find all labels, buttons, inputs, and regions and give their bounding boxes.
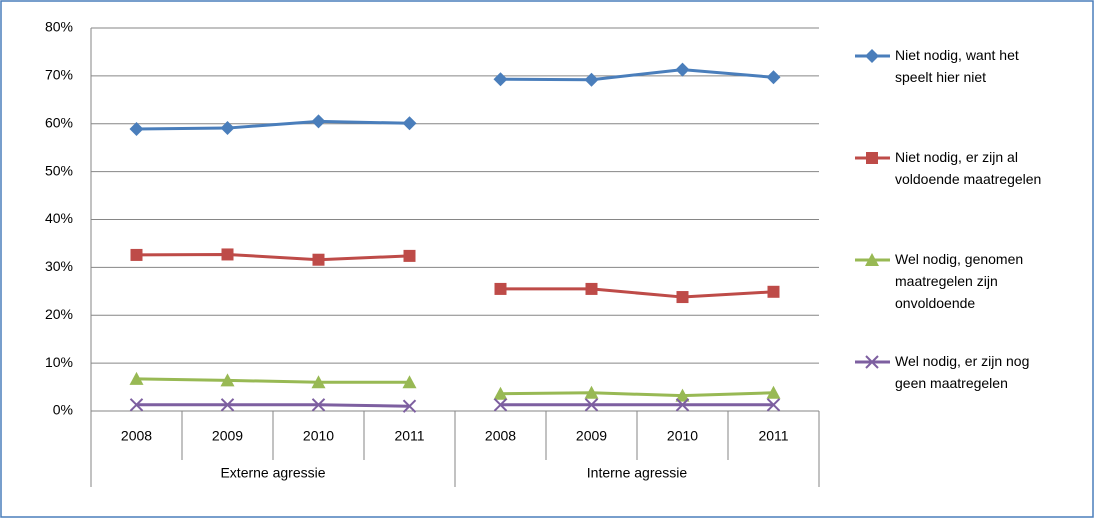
x-tick-label: 2010 (667, 428, 698, 444)
data-point (494, 282, 507, 295)
y-tick-label: 60% (45, 114, 73, 130)
data-point (311, 114, 326, 129)
data-point (493, 72, 508, 87)
x-tick-label: 2008 (485, 428, 516, 444)
data-point (220, 398, 235, 412)
y-tick-label: 30% (45, 258, 73, 274)
series-line (136, 377, 410, 384)
data-point (493, 386, 508, 400)
series-line (500, 68, 774, 82)
data-point (766, 385, 781, 399)
data-point (584, 398, 599, 412)
data-point (584, 385, 599, 399)
data-point (493, 398, 508, 412)
legend-marker (865, 355, 879, 369)
x-tick-label: 2010 (303, 428, 334, 444)
series-line (500, 391, 774, 398)
x-tick-label: 2011 (394, 428, 424, 444)
data-point (584, 72, 599, 87)
series-line (136, 252, 410, 262)
data-point (675, 398, 690, 412)
data-point (312, 253, 325, 266)
data-point (675, 388, 690, 402)
y-tick-label: 10% (45, 354, 73, 370)
legend-label: Niet nodig, er zijn al voldoende maatrege… (895, 149, 1041, 187)
data-point (766, 70, 781, 85)
data-point (220, 373, 235, 387)
data-point (766, 398, 781, 412)
data-point (676, 291, 689, 304)
legend-marker (865, 49, 879, 63)
y-tick-label: 80% (45, 19, 73, 35)
y-tick-label: 70% (45, 67, 73, 83)
data-point (675, 62, 690, 77)
legend-label: Wel nodig, er zijn nog geen maatregelen (895, 353, 1029, 391)
y-tick-label: 50% (45, 162, 73, 178)
legend-marker (866, 152, 878, 164)
series-line (136, 403, 410, 408)
x-tick-label: 2009 (576, 428, 607, 444)
data-point (585, 282, 598, 295)
group-label: Interne agressie (587, 465, 688, 481)
data-point (767, 285, 780, 298)
data-point (130, 248, 143, 261)
x-tick-label: 2011 (758, 428, 788, 444)
legend-marker (865, 253, 879, 266)
y-tick-label: 40% (45, 210, 73, 226)
data-point (402, 375, 417, 389)
data-point (403, 249, 416, 262)
data-point (311, 375, 326, 389)
y-tick-label: 20% (45, 306, 73, 322)
x-tick-label: 2009 (212, 428, 243, 444)
x-tick-label: 2008 (121, 428, 152, 444)
data-point (129, 398, 144, 412)
data-point (129, 122, 144, 137)
data-point (402, 116, 417, 131)
data-point (220, 121, 235, 136)
legend-label: Niet nodig, want het speelt hier niet (895, 47, 1019, 85)
data-point (311, 398, 326, 412)
series-line (136, 119, 410, 131)
legend-label: Wel nodig, genomen maatregelen zijn onvold… (895, 251, 1023, 311)
data-point (221, 248, 234, 261)
group-label: Externe agressie (220, 465, 325, 481)
data-point (402, 399, 417, 413)
y-tick-label: 0% (53, 402, 73, 418)
series-line (500, 287, 774, 299)
data-point (129, 371, 144, 385)
